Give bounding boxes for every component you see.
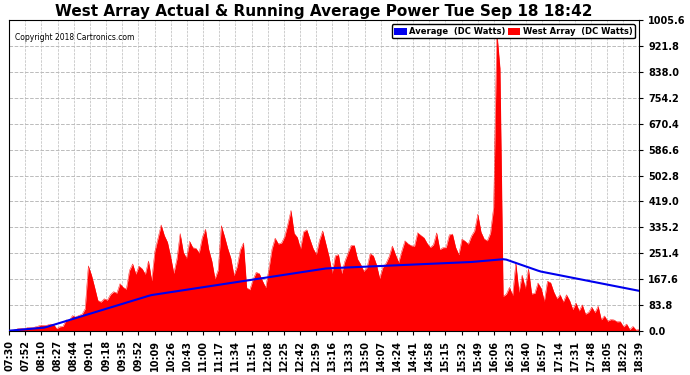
Text: Copyright 2018 Cartronics.com: Copyright 2018 Cartronics.com	[15, 33, 135, 42]
Legend: Average  (DC Watts), West Array  (DC Watts): Average (DC Watts), West Array (DC Watts…	[391, 24, 635, 39]
Title: West Array Actual & Running Average Power Tue Sep 18 18:42: West Array Actual & Running Average Powe…	[55, 4, 593, 19]
